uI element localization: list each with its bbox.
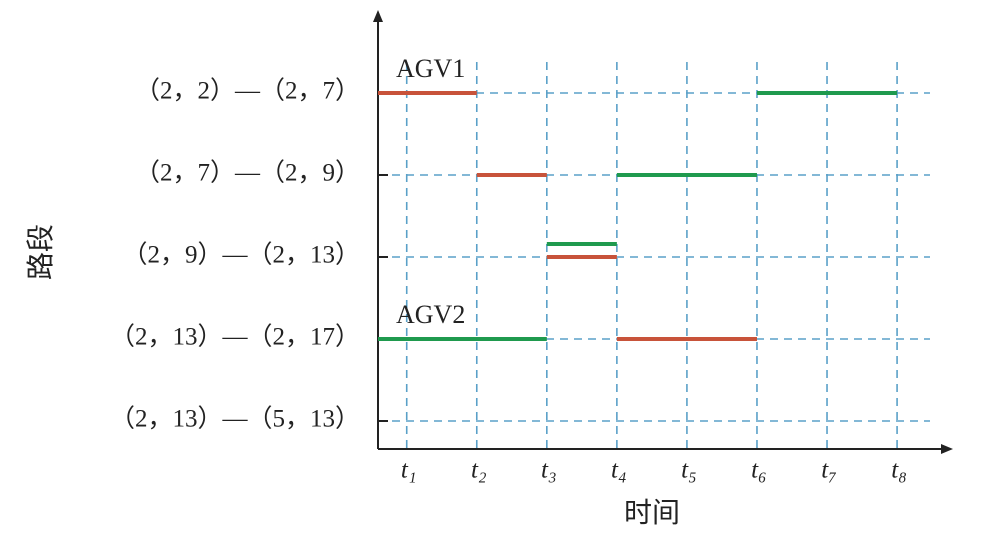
x-tick-label: t₂ <box>471 457 487 484</box>
x-tick-label: t₈ <box>891 457 907 484</box>
x-tick-label: t₆ <box>751 457 767 484</box>
y-tick-label: （2，2）—（2，7） <box>135 77 360 105</box>
x-axis-label: 时间 <box>624 496 680 529</box>
y-axis-arrow <box>373 10 383 22</box>
series-label: AGV2 <box>396 300 465 329</box>
x-tick-label: t₃ <box>541 457 557 484</box>
x-tick-label: t₄ <box>611 457 627 484</box>
x-tick-label: t₇ <box>821 457 837 484</box>
y-tick-label: （2，13）—（5，13） <box>110 405 360 433</box>
x-axis-arrow <box>941 444 953 454</box>
x-tick-label: t₁ <box>401 457 417 484</box>
y-axis-label: 路段 <box>24 224 57 280</box>
series-label: AGV1 <box>396 54 465 83</box>
y-tick-label: （2，7）—（2，9） <box>135 159 360 187</box>
y-tick-label: （2，13）—（2，17） <box>110 323 360 351</box>
x-tick-label: t₅ <box>681 457 697 484</box>
y-tick-label: （2，9）—（2，13） <box>122 241 360 269</box>
